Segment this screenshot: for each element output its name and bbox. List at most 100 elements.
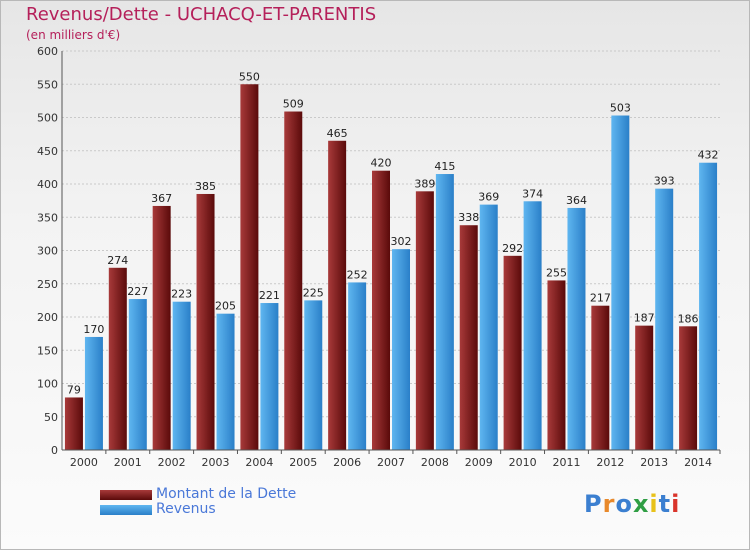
y-tick-label: 300 (37, 245, 58, 258)
data-label-dette: 367 (151, 192, 172, 205)
bar-revenus (435, 174, 454, 450)
bar-revenus (348, 282, 367, 450)
data-label-revenus: 223 (171, 288, 192, 301)
x-tick-label: 2008 (421, 456, 449, 469)
chart-title: Revenus/Dette - UCHACQ-ET-PARENTIS (26, 4, 377, 25)
x-tick-label: 2005 (289, 456, 317, 469)
x-tick-label: 2014 (684, 456, 712, 469)
data-label-dette: 217 (590, 292, 611, 305)
data-label-revenus: 393 (654, 175, 675, 188)
bar-revenus (172, 301, 191, 450)
y-tick-label: 600 (37, 45, 58, 58)
proxiti-logo: Proxiti (584, 490, 680, 518)
data-label-revenus: 205 (215, 300, 236, 313)
y-tick-label: 200 (37, 311, 58, 324)
bar-dette (547, 280, 566, 450)
bar-revenus (216, 313, 235, 450)
data-label-dette: 389 (414, 177, 435, 190)
logo-letter: i (649, 490, 659, 518)
y-tick-label: 100 (37, 378, 58, 391)
logo-letter: i (671, 490, 681, 518)
bar-dette (503, 255, 522, 450)
y-tick-label: 500 (37, 112, 58, 125)
bar-revenus (392, 249, 410, 450)
x-tick-label: 2009 (465, 456, 493, 469)
data-label-dette: 509 (283, 98, 304, 111)
data-label-revenus: 415 (434, 160, 455, 173)
data-label-dette: 186 (678, 312, 699, 325)
bar-dette (284, 111, 303, 450)
data-label-revenus: 252 (347, 268, 368, 281)
data-label-revenus: 369 (478, 191, 499, 204)
x-tick-label: 2006 (333, 456, 361, 469)
data-label-dette: 465 (327, 127, 348, 140)
x-tick-label: 2002 (158, 456, 186, 469)
logo-letter: P (584, 490, 603, 518)
legend-swatch-dette (100, 490, 152, 500)
bar-dette (679, 326, 698, 450)
bar-revenus (84, 336, 103, 450)
bar-revenus (699, 162, 718, 450)
x-tick-label: 2011 (552, 456, 580, 469)
data-label-dette: 385 (195, 180, 216, 193)
x-tick-label: 2000 (70, 456, 98, 469)
data-label-dette: 338 (458, 211, 479, 224)
bar-dette (64, 397, 83, 450)
logo-letter: o (615, 490, 633, 518)
data-label-revenus: 221 (259, 289, 280, 302)
bar-revenus (611, 115, 630, 450)
bar-revenus (523, 201, 542, 450)
data-label-revenus: 432 (698, 149, 719, 162)
data-label-revenus: 302 (391, 235, 412, 248)
legend-label-revenus: Revenus (156, 501, 216, 517)
bar-revenus (304, 300, 323, 450)
data-label-revenus: 374 (522, 187, 543, 200)
data-label-dette: 292 (502, 242, 523, 255)
bar-dette (591, 305, 610, 450)
y-tick-label: 0 (51, 444, 58, 457)
x-tick-label: 2007 (377, 456, 405, 469)
x-tick-label: 2001 (114, 456, 142, 469)
y-tick-label: 400 (37, 178, 58, 191)
bar-dette (152, 205, 171, 450)
y-tick-label: 450 (37, 145, 58, 158)
bar-revenus (128, 299, 147, 450)
bar-revenus (567, 207, 586, 450)
bar-dette (459, 225, 478, 450)
bar-revenus (655, 188, 674, 450)
data-label-revenus: 503 (610, 102, 631, 115)
y-tick-label: 550 (37, 78, 58, 91)
x-tick-label: 2004 (245, 456, 273, 469)
data-label-revenus: 225 (303, 286, 324, 299)
bar-dette (196, 193, 215, 450)
logo-letter: t (658, 490, 672, 518)
data-label-dette: 274 (107, 254, 128, 267)
legend-label-dette: Montant de la Dette (156, 486, 297, 502)
legend-swatch-revenus (100, 505, 152, 515)
data-label-dette: 255 (546, 266, 567, 279)
bar-revenus (260, 303, 279, 450)
bar-dette (635, 325, 654, 450)
data-label-dette: 187 (634, 312, 655, 325)
data-label-dette: 550 (239, 70, 260, 83)
data-label-revenus: 227 (127, 285, 148, 298)
x-tick-label: 2012 (596, 456, 624, 469)
bar-dette (240, 84, 259, 450)
bar-dette (108, 267, 127, 450)
y-tick-label: 350 (37, 211, 58, 224)
y-tick-label: 50 (44, 411, 58, 424)
logo-letter: x (632, 490, 650, 518)
x-tick-label: 2013 (640, 456, 668, 469)
logo-letter: r (602, 490, 616, 518)
data-label-revenus: 364 (566, 194, 587, 207)
bar-dette (328, 140, 347, 450)
data-label-dette: 79 (67, 383, 81, 396)
bar-dette (415, 191, 434, 450)
y-tick-label: 150 (37, 344, 58, 357)
x-tick-label: 2003 (202, 456, 230, 469)
x-tick-label: 2010 (509, 456, 537, 469)
chart-subtitle: (en milliers d'€) (26, 28, 121, 42)
bar-dette (372, 170, 390, 450)
data-label-revenus: 170 (83, 323, 104, 336)
